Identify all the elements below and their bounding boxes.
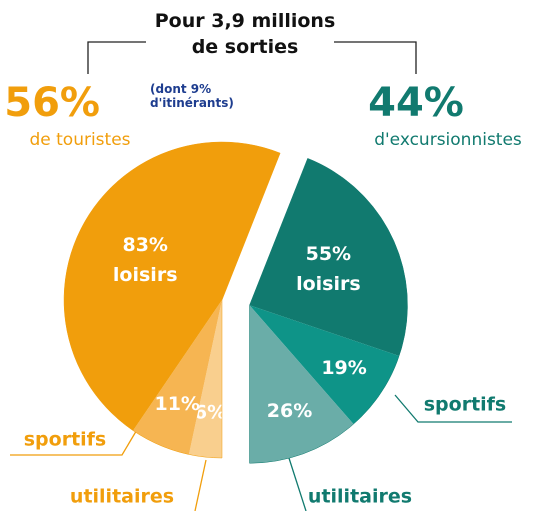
group-value: 56% bbox=[4, 80, 100, 126]
pie-slice bbox=[64, 142, 281, 431]
slice-category: sportifs bbox=[424, 394, 507, 416]
chart-title: Pour 3,9 millions de sorties bbox=[154, 10, 336, 58]
slice-category: utilitaires bbox=[70, 486, 174, 508]
slice-category: utilitaires bbox=[308, 486, 412, 508]
leader-line bbox=[394, 394, 512, 423]
slice-label: 26% bbox=[267, 400, 312, 422]
leader-line bbox=[194, 459, 207, 511]
slice-label: 6% bbox=[194, 402, 226, 424]
slice-label: 55% bbox=[306, 243, 351, 265]
group-name: d'excursionnistes bbox=[374, 130, 522, 150]
slice-category: loisirs bbox=[296, 273, 361, 295]
slice-label: 11% bbox=[154, 393, 199, 415]
group-name: de touristes bbox=[29, 130, 130, 150]
group-outline bbox=[63, 141, 281, 459]
pie-slice bbox=[249, 158, 408, 356]
leader-line bbox=[287, 454, 307, 511]
pie-slice bbox=[249, 305, 354, 464]
group-note: (dont 9% d'itinérants) bbox=[150, 82, 234, 110]
bracket bbox=[87, 41, 146, 74]
slice-category: loisirs bbox=[113, 264, 178, 286]
bracket bbox=[334, 41, 417, 74]
pie-slice bbox=[133, 300, 222, 455]
slice-category: sportifs bbox=[24, 429, 107, 451]
pie-slice bbox=[249, 305, 400, 425]
group-value: 44% bbox=[368, 80, 464, 126]
pie-slice bbox=[188, 300, 222, 458]
slice-label: 19% bbox=[321, 357, 366, 379]
group-outline bbox=[249, 158, 408, 464]
leader-line bbox=[10, 427, 139, 456]
slice-label: 83% bbox=[122, 234, 167, 256]
